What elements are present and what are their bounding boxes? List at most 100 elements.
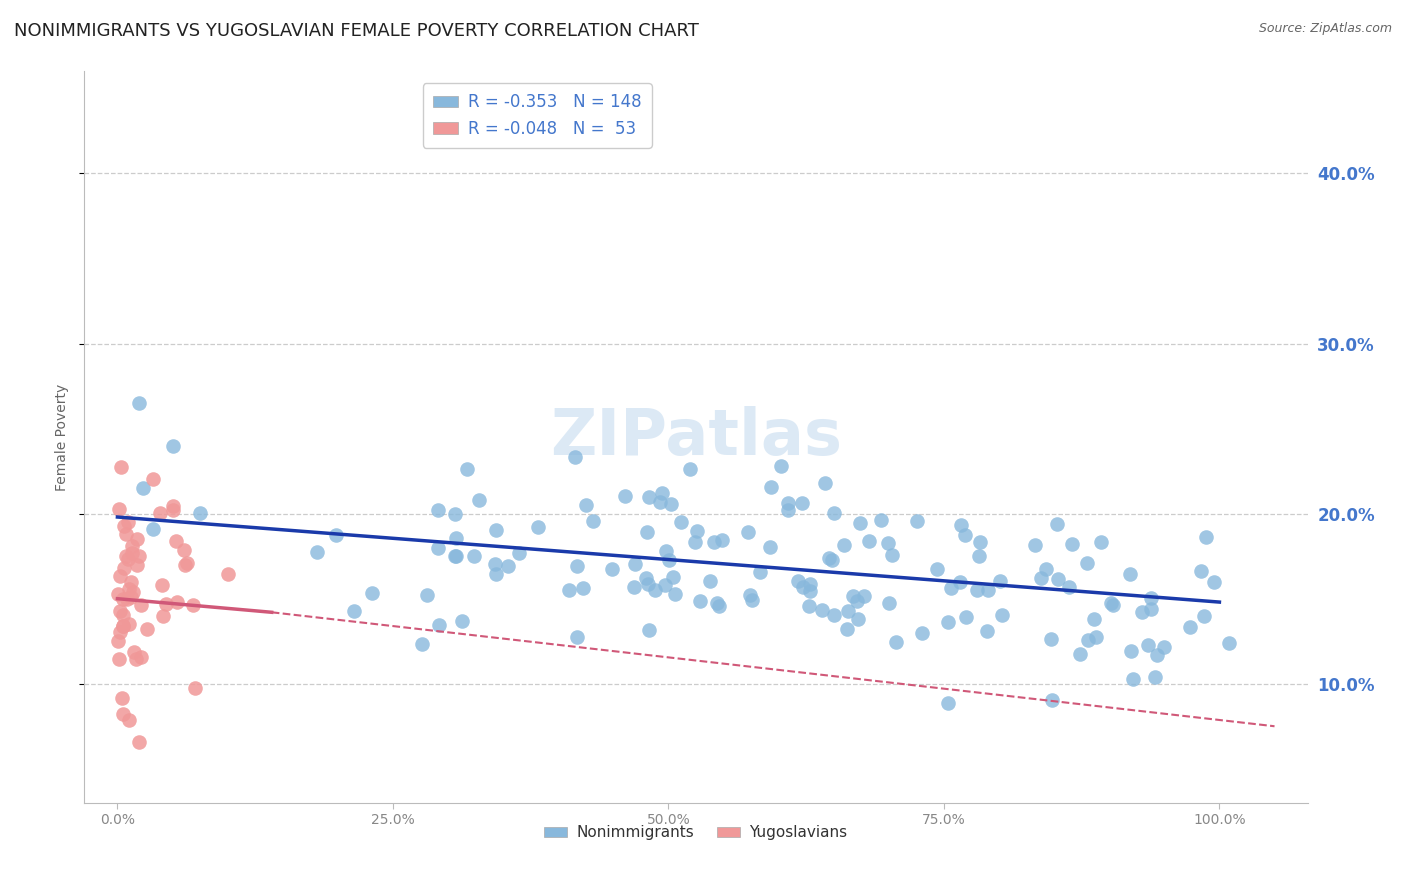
- Point: [823, 506, 845, 520]
- Point: [107, 651, 129, 665]
- Point: [835, 622, 858, 636]
- Point: [117, 516, 139, 530]
- Text: ZIPatlas: ZIPatlas: [550, 406, 842, 468]
- Point: [128, 396, 150, 410]
- Point: [786, 574, 808, 589]
- Point: [343, 604, 366, 618]
- Point: [111, 707, 134, 722]
- Point: [853, 589, 876, 603]
- Point: [870, 513, 893, 527]
- Point: [654, 578, 676, 592]
- Point: [117, 617, 139, 632]
- Point: [905, 514, 928, 528]
- Legend: Nonimmigrants, Yugoslavians: Nonimmigrants, Yugoslavians: [538, 819, 853, 847]
- Point: [770, 459, 793, 474]
- Point: [129, 598, 152, 612]
- Point: [120, 590, 142, 604]
- Point: [582, 514, 605, 528]
- Point: [792, 580, 814, 594]
- Point: [1178, 619, 1201, 633]
- Point: [1077, 633, 1099, 648]
- Point: [149, 506, 172, 520]
- Point: [821, 553, 844, 567]
- Point: [128, 549, 150, 564]
- Point: [939, 582, 962, 596]
- Point: [707, 599, 730, 613]
- Point: [659, 497, 682, 511]
- Point: [107, 502, 129, 516]
- Point: [977, 583, 1000, 598]
- Point: [565, 630, 588, 644]
- Point: [1218, 636, 1240, 650]
- Point: [115, 592, 138, 607]
- Point: [884, 635, 907, 649]
- Point: [648, 495, 671, 509]
- Point: [1144, 670, 1167, 684]
- Point: [162, 500, 184, 514]
- Point: [427, 541, 450, 556]
- Point: [129, 650, 152, 665]
- Point: [114, 549, 136, 563]
- Point: [575, 498, 598, 512]
- Point: [110, 625, 132, 640]
- Point: [776, 496, 799, 510]
- Point: [1119, 566, 1142, 581]
- Point: [112, 591, 135, 606]
- Point: [737, 525, 759, 540]
- Point: [112, 518, 135, 533]
- Point: [1195, 530, 1218, 544]
- Point: [120, 575, 142, 590]
- Point: [1035, 562, 1057, 576]
- Point: [823, 607, 845, 622]
- Point: [776, 503, 799, 517]
- Point: [411, 637, 433, 651]
- Point: [1046, 516, 1069, 531]
- Point: [651, 486, 673, 500]
- Point: [1090, 535, 1112, 549]
- Point: [142, 522, 165, 536]
- Text: Source: ZipAtlas.com: Source: ZipAtlas.com: [1258, 22, 1392, 36]
- Point: [662, 570, 685, 584]
- Point: [484, 557, 506, 571]
- Point: [564, 450, 586, 465]
- Point: [882, 549, 904, 563]
- Point: [456, 462, 478, 476]
- Point: [572, 581, 595, 595]
- Point: [136, 622, 159, 636]
- Point: [679, 462, 702, 476]
- Point: [623, 580, 645, 594]
- Point: [111, 691, 134, 706]
- Point: [636, 525, 658, 540]
- Point: [108, 569, 131, 583]
- Point: [949, 518, 972, 533]
- Point: [1153, 640, 1175, 655]
- Point: [165, 534, 187, 549]
- Point: [703, 535, 725, 549]
- Point: [683, 535, 706, 549]
- Point: [443, 507, 465, 521]
- Point: [699, 574, 721, 588]
- Point: [1139, 601, 1161, 615]
- Point: [307, 544, 329, 558]
- Point: [131, 481, 153, 495]
- Point: [669, 515, 692, 529]
- Point: [150, 578, 173, 592]
- Point: [876, 536, 898, 550]
- Point: [115, 526, 138, 541]
- Point: [637, 623, 659, 637]
- Point: [166, 594, 188, 608]
- Point: [938, 615, 960, 630]
- Point: [558, 582, 581, 597]
- Point: [485, 567, 508, 582]
- Point: [1076, 556, 1098, 570]
- Point: [877, 596, 900, 610]
- Point: [991, 607, 1014, 622]
- Point: [845, 593, 868, 607]
- Point: [837, 604, 859, 618]
- Point: [797, 599, 820, 613]
- Point: [498, 559, 520, 574]
- Point: [565, 559, 588, 574]
- Point: [155, 597, 177, 611]
- Point: [217, 567, 239, 582]
- Point: [817, 550, 839, 565]
